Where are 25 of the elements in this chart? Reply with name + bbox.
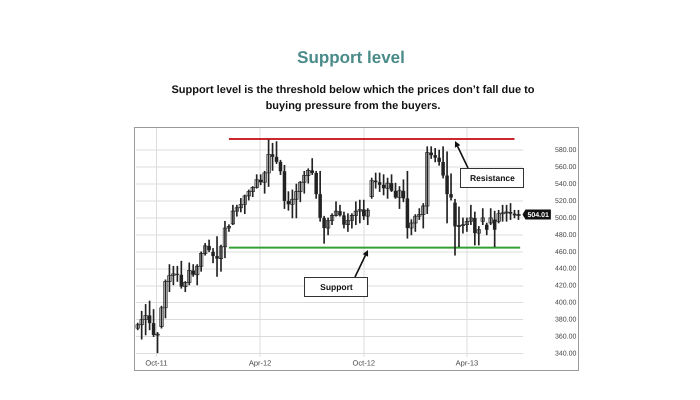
- annotation: Resistance: [470, 173, 515, 184]
- chart-title: Support level: [296, 48, 406, 68]
- candlestick: [286, 191, 290, 211]
- candlestick: [330, 213, 334, 226]
- candlestick: [397, 186, 402, 209]
- candlestick: [270, 142, 274, 171]
- candlestick: [222, 220, 228, 258]
- candlestick: [218, 244, 224, 272]
- candlestick: [274, 141, 278, 164]
- callout-box: Support: [304, 276, 368, 297]
- candlestick: [516, 210, 521, 220]
- candlestick: [385, 178, 390, 199]
- candlestick: [504, 204, 509, 222]
- candlestick: [167, 264, 172, 292]
- candlestick: [159, 306, 164, 328]
- callout-box: Resistance: [460, 168, 524, 188]
- chart-subtitle: Support level is the threshold below which the prices don’t fall due to buying pressure from the buyers.: [170, 83, 536, 114]
- candlestick: [449, 173, 453, 200]
- candlestick: [215, 236, 219, 277]
- candlestick: [163, 279, 168, 318]
- candlestick: [226, 224, 232, 232]
- candlestick: [334, 201, 338, 217]
- candlestick: [456, 206, 462, 248]
- candlestick: [445, 151, 449, 224]
- annotation: Support: [320, 282, 353, 292]
